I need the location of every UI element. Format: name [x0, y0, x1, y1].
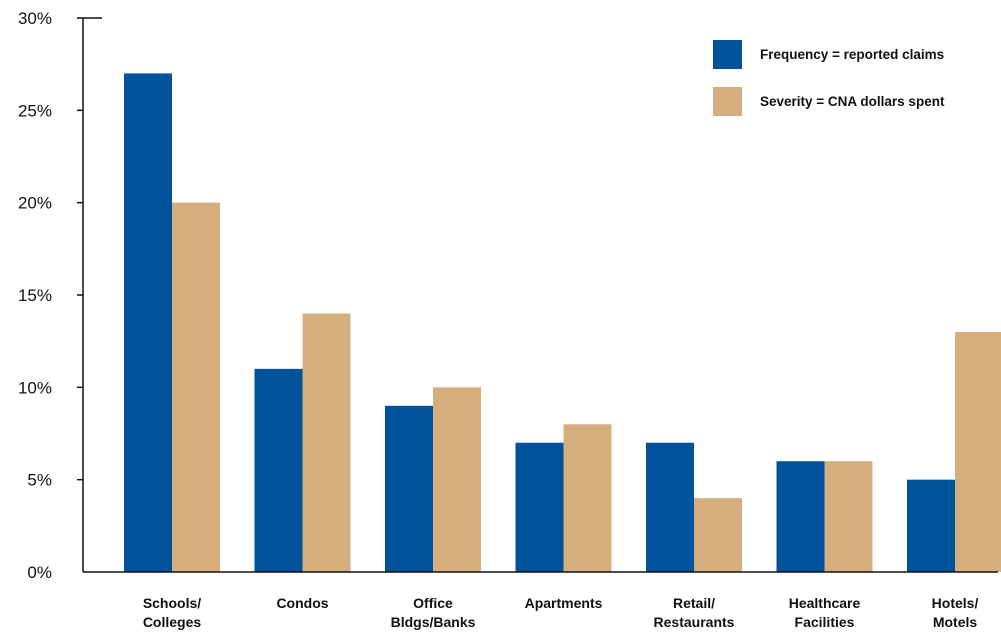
y-tick-label: 30% [18, 9, 52, 28]
x-tick-label: Healthcare Facilities [789, 595, 861, 630]
y-axis: 0% 5% 10% 15% 20% 25% 30% [18, 9, 102, 582]
legend: Frequency = reported claims Severity = C… [713, 40, 945, 116]
y-tick-label: 15% [18, 286, 52, 305]
legend-swatch-frequency [713, 40, 742, 69]
bar-frequency [776, 461, 825, 572]
x-tick-label: Schools/Colleges [143, 595, 202, 630]
bar-frequency [907, 479, 955, 572]
legend-swatch-severity [713, 87, 742, 116]
legend-label-frequency: Frequency = reported claims [760, 47, 944, 62]
legend-label-severity: Severity = CNA dollars spent [760, 94, 945, 109]
y-tick-label: 10% [18, 378, 52, 397]
y-tick-label: 25% [18, 101, 52, 120]
bar-severity [433, 387, 481, 572]
bar-frequency [515, 442, 564, 572]
bar-frequency [646, 442, 694, 572]
x-tick-label: Retail/Restaurants [654, 595, 735, 630]
bar-severity [824, 461, 873, 572]
bar-severity [694, 498, 742, 572]
x-axis: Schools/Colleges Condos Office Bldgs/Banks A… [83, 571, 998, 630]
bar-frequency [385, 405, 433, 572]
x-tick-label: Hotels/Motels [932, 595, 979, 630]
x-tick-label: Office Bldgs/Banks [391, 595, 476, 630]
bar-frequency [254, 368, 303, 572]
bar-severity [955, 331, 1001, 572]
bar-frequency [124, 73, 172, 573]
y-tick-label: 20% [18, 194, 52, 213]
bar-severity [302, 313, 351, 572]
x-tick-label: Apartments [525, 595, 603, 611]
bars [124, 73, 1001, 573]
y-tick-label: 5% [27, 471, 52, 490]
bar-severity [563, 424, 612, 572]
y-tick-label: 0% [27, 563, 52, 582]
bar-severity [172, 202, 220, 572]
x-tick-label: Condos [276, 595, 328, 611]
